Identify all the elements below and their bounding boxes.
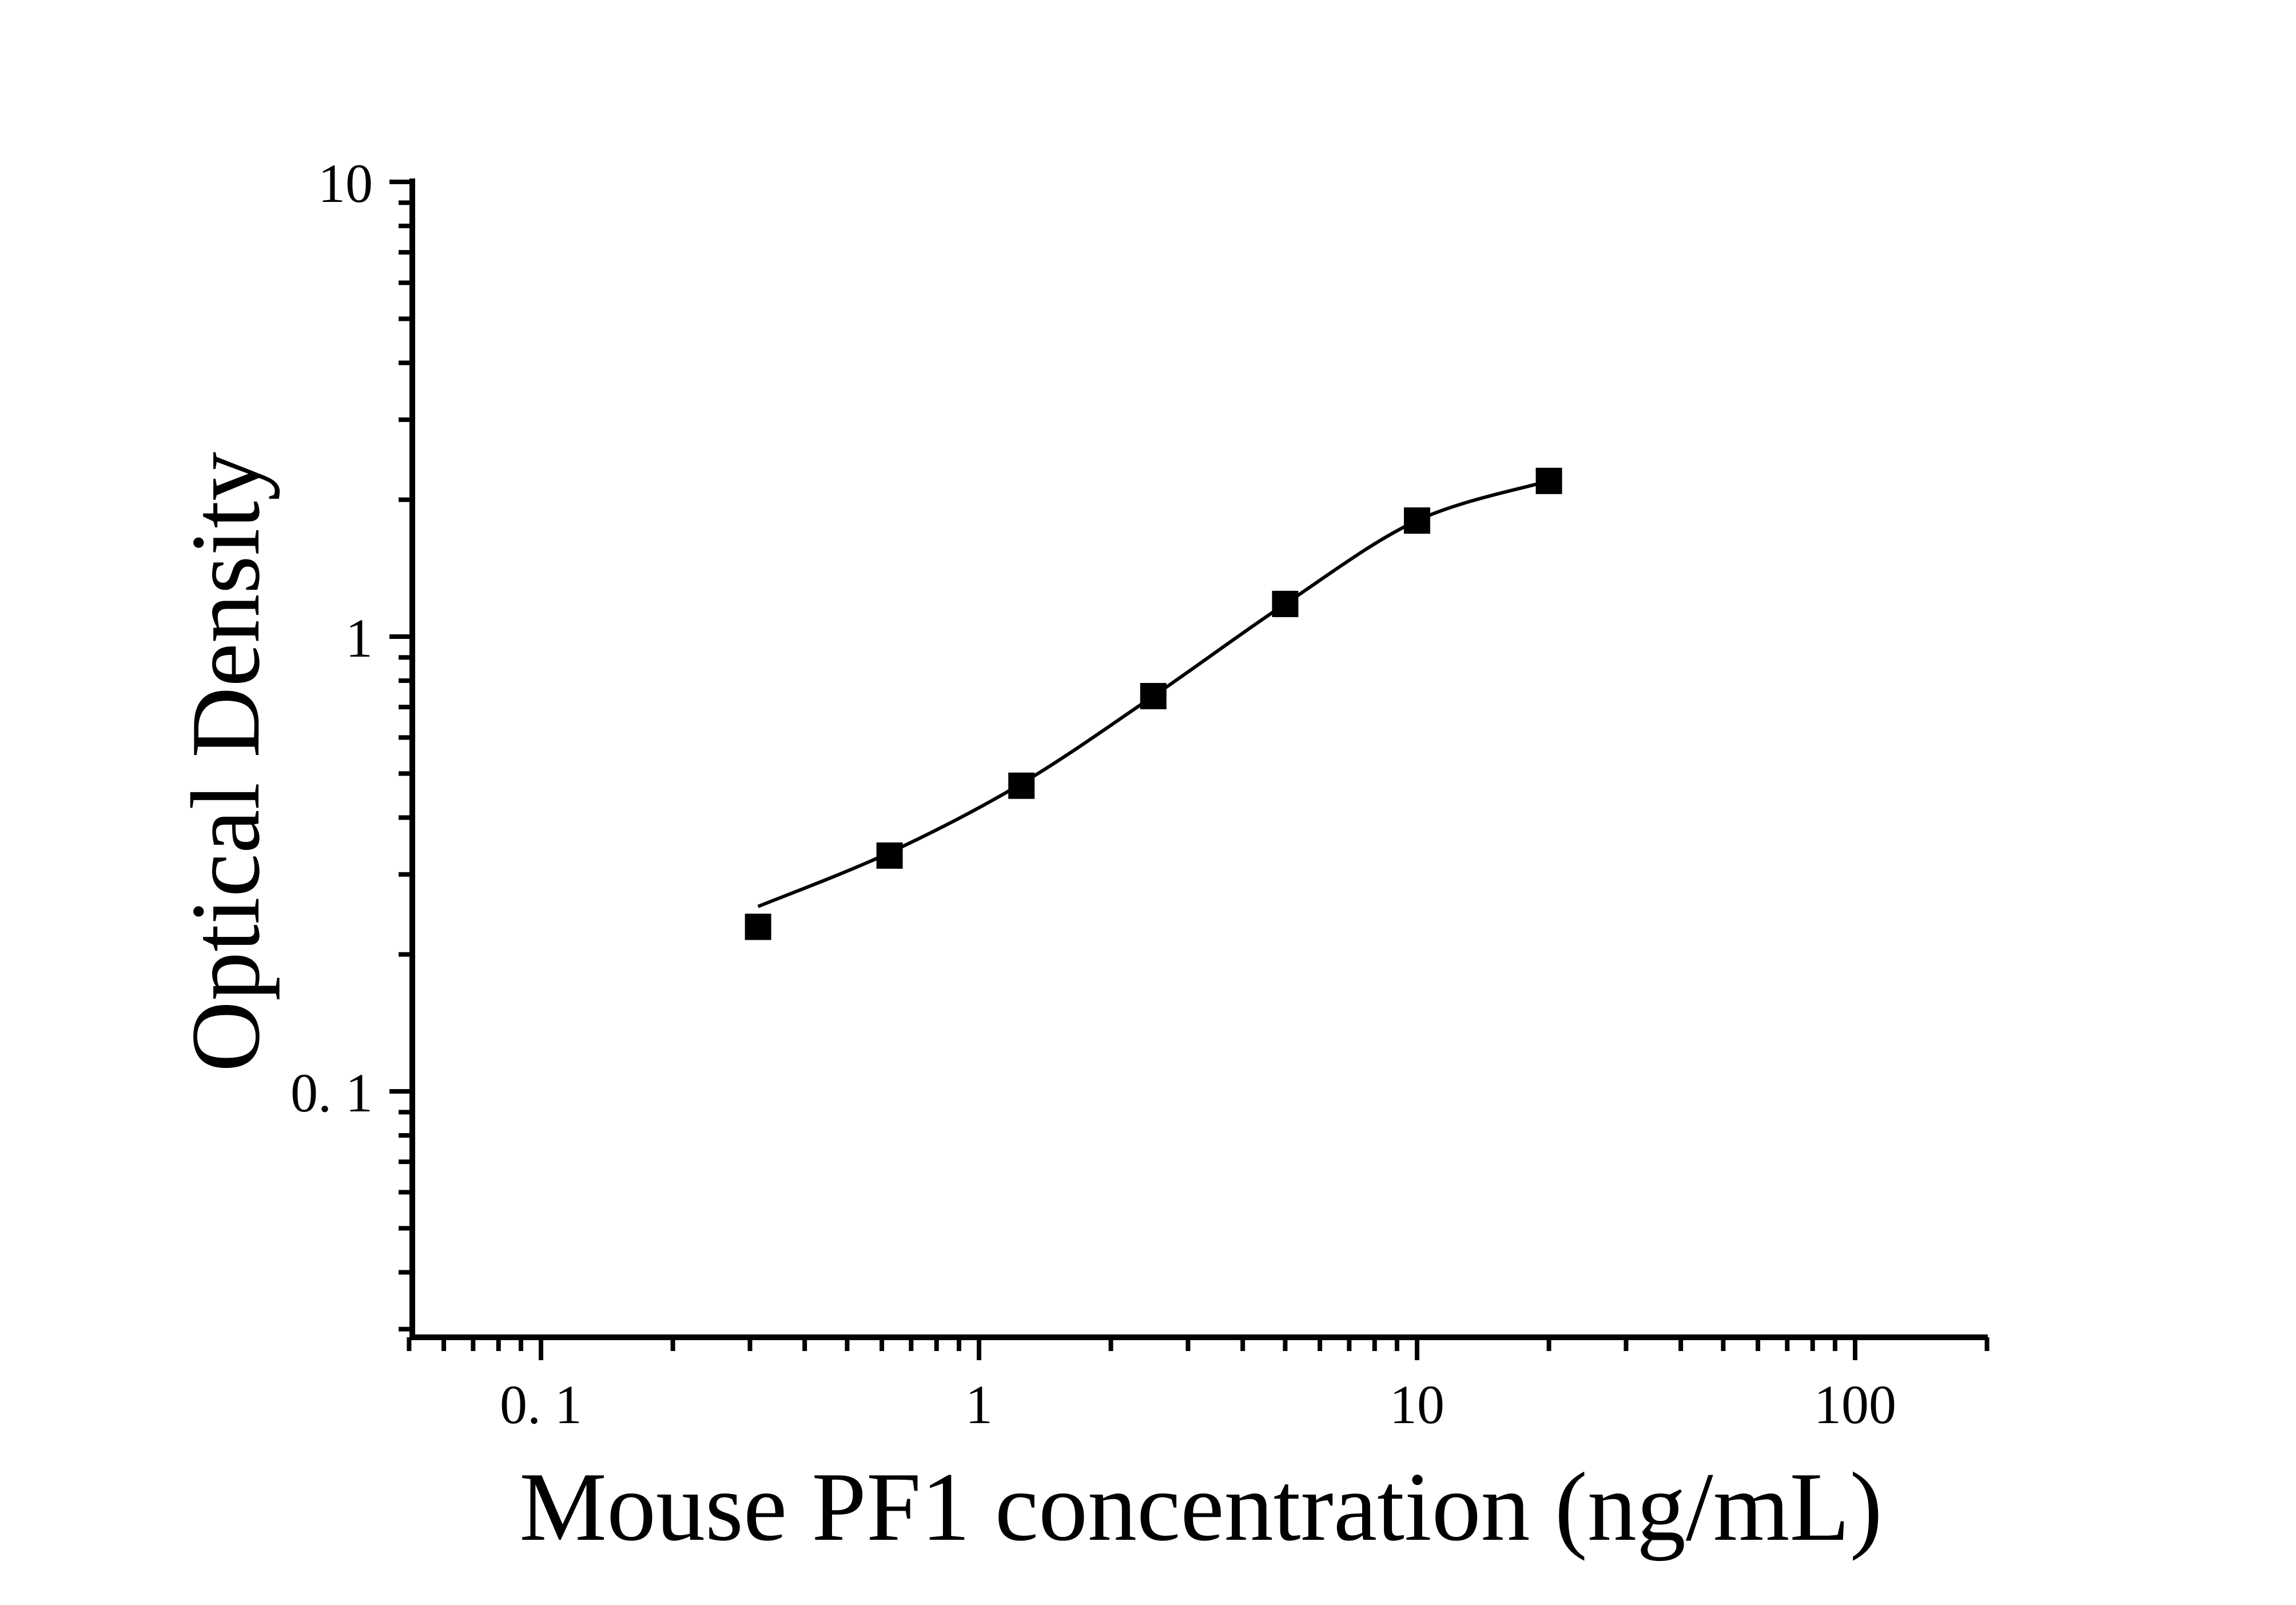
y-tick-label: 1 [345, 607, 373, 669]
x-axis-title: Mouse PF1 concentration (ng/mL) [519, 1453, 1883, 1562]
x-tick-label: 0. 1 [500, 1374, 582, 1435]
data-point-marker [1140, 683, 1167, 709]
x-tick-label: 10 [1390, 1374, 1445, 1435]
x-tick-label: 100 [1814, 1374, 1896, 1435]
data-point-marker [1404, 507, 1430, 534]
axis-tick-labels: 0. 1 1 10 100 10 1 0. 1 [291, 153, 1896, 1435]
y-axis-title: Optical Density [172, 452, 280, 1072]
y-tick-label: 0. 1 [291, 1062, 373, 1123]
data-point-marker [1272, 590, 1299, 617]
axes [409, 178, 1988, 1340]
data-point-marker [1008, 772, 1035, 799]
axis-ticks [389, 180, 1989, 1360]
data-series [745, 467, 1562, 940]
x-tick-label: 1 [965, 1374, 993, 1435]
data-point-marker [1535, 467, 1562, 494]
data-point-marker [876, 842, 903, 869]
data-point-marker [745, 913, 771, 940]
y-tick-label: 10 [318, 153, 373, 214]
